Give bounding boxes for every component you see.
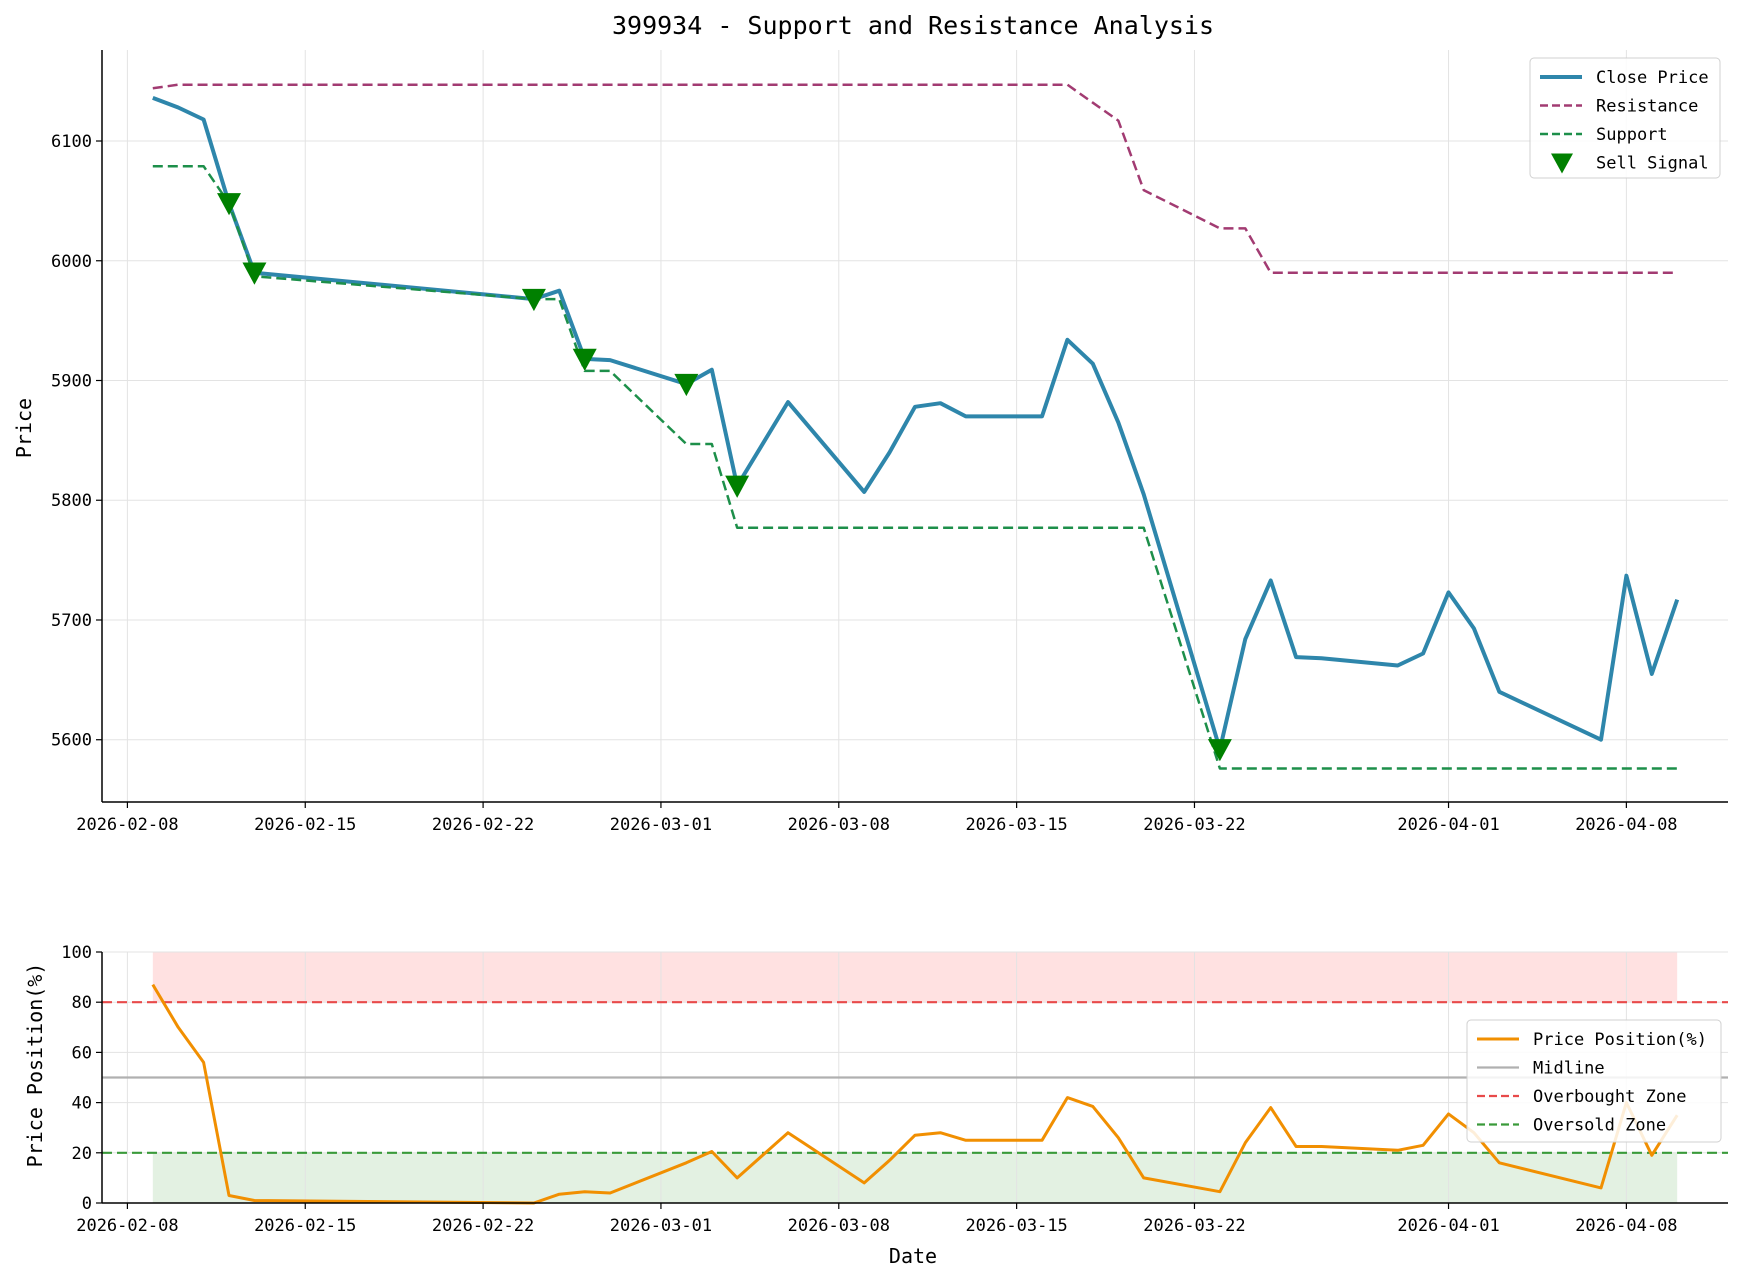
price-legend-box <box>1529 57 1721 179</box>
price-y-ticks: 5600 5700 5800 5900 6000 6100 <box>51 132 102 751</box>
legend-resistance-label: Resistance <box>1596 97 1698 117</box>
position-y-tick-label: 80 <box>72 993 92 1013</box>
series-support <box>152 164 1678 770</box>
price-x-tick-label: 2026-02-22 <box>432 815 534 835</box>
price-y-tick-label: 5900 <box>51 371 92 391</box>
position-x-tick-label: 2026-03-08 <box>788 1216 890 1236</box>
legend-close-price-label: Close Price <box>1596 68 1709 88</box>
sell-signal-marker <box>1207 739 1232 762</box>
sell-signal-markers <box>217 193 1232 762</box>
reference-lines <box>102 1001 1728 1154</box>
price-x-tick-label: 2026-03-22 <box>1143 815 1245 835</box>
price-legend: Close Price Resistance Support Sell Signal <box>1529 57 1721 179</box>
price-x-tick-label: 2026-03-08 <box>788 815 890 835</box>
position-x-tick-label: 2026-02-22 <box>432 1216 534 1236</box>
price-x-ticks: 2026-02-08 2026-02-15 2026-02-22 2026-03-01… <box>76 802 1678 835</box>
position-legend-box <box>1466 1019 1722 1143</box>
series-resistance <box>152 83 1678 274</box>
price-x-tick-label: 2026-02-08 <box>76 815 178 835</box>
position-y-tick-label: 40 <box>72 1094 92 1114</box>
price-x-tick-label: 2026-04-01 <box>1397 815 1499 835</box>
position-y-axis-label: Price Position(%) <box>23 963 47 1168</box>
legend-overbought-zone-label: Overbought Zone <box>1533 1087 1687 1107</box>
position-x-ticks: 2026-02-08 2026-02-15 2026-02-22 2026-03-01… <box>76 1203 1678 1236</box>
price-y-tick-label: 6000 <box>51 252 92 272</box>
legend-midline-label: Midline <box>1533 1059 1605 1079</box>
price-y-tick-label: 6100 <box>51 132 92 152</box>
position-y-tick-label: 20 <box>72 1144 92 1164</box>
sell-signal-marker <box>572 348 597 371</box>
position-y-ticks: 0 20 40 60 80 100 <box>61 943 102 1214</box>
position-y-tick-label: 60 <box>72 1043 92 1063</box>
price-y-axis-label: Price <box>12 398 36 458</box>
price-y-tick-label: 5700 <box>51 611 92 631</box>
overbought-band <box>152 952 1678 1003</box>
price-x-tick-label: 2026-04-08 <box>1575 815 1677 835</box>
sell-signal-marker <box>725 475 750 498</box>
series-price-position <box>151 983 1679 1205</box>
legend-oversold-zone-label: Oversold Zone <box>1533 1116 1666 1136</box>
sell-signal-marker <box>521 288 546 312</box>
position-x-tick-label: 2026-02-15 <box>254 1216 356 1236</box>
price-x-tick-label: 2026-03-15 <box>965 815 1067 835</box>
position-legend: Price Position(%) Midline Overbought Zone O… <box>1466 1019 1722 1143</box>
position-x-tick-label: 2026-04-01 <box>1397 1216 1499 1236</box>
legend-sell-signal-label: Sell Signal <box>1596 154 1709 174</box>
price-y-tick-label: 5600 <box>51 731 92 751</box>
price-x-tick-label: 2026-03-01 <box>610 815 712 835</box>
legend-price-position-label: Price Position(%) <box>1533 1030 1707 1050</box>
position-x-tick-label: 2026-03-15 <box>965 1216 1067 1236</box>
x-axis-label: Date <box>889 1244 937 1268</box>
price-y-tick-label: 5800 <box>51 491 92 511</box>
position-y-tick-label: 0 <box>82 1194 92 1214</box>
position-x-tick-label: 2026-03-22 <box>1143 1216 1245 1236</box>
price-x-tick-label: 2026-02-15 <box>254 815 356 835</box>
sell-signal-marker <box>242 262 267 285</box>
position-x-tick-label: 2026-04-08 <box>1575 1216 1677 1236</box>
position-x-tick-label: 2026-02-08 <box>76 1216 178 1236</box>
position-y-tick-label: 100 <box>61 943 92 963</box>
series-close-price <box>152 96 1680 752</box>
chart-title: 399934 - Support and Resistance Analysis <box>612 11 1214 40</box>
position-x-tick-label: 2026-03-01 <box>610 1216 712 1236</box>
sell-signal-marker <box>217 193 242 216</box>
sell-signal-marker <box>674 373 699 397</box>
oversold-band <box>152 1152 1678 1203</box>
legend-support-label: Support <box>1596 125 1668 145</box>
legend-sell-signal-swatch <box>1551 153 1573 174</box>
